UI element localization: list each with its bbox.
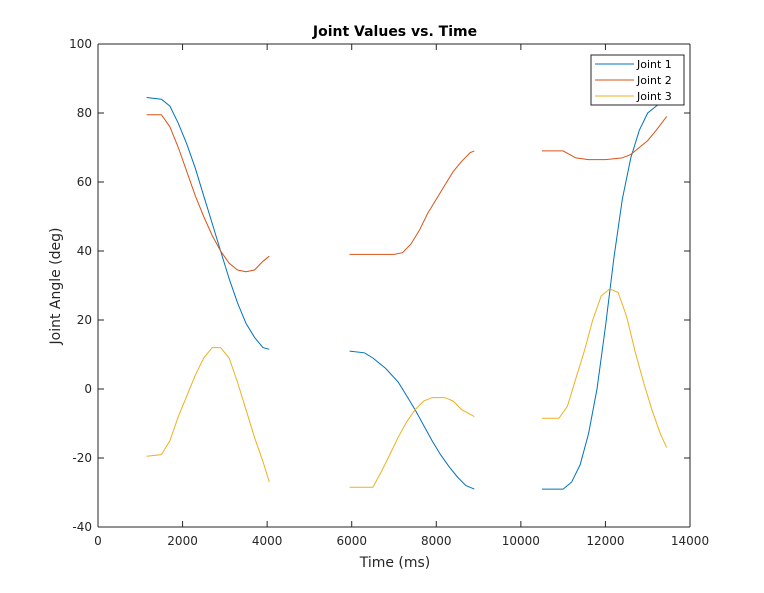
- y-tick-label: -20: [72, 451, 92, 465]
- series-1: [146, 97, 667, 490]
- series-2-segment-2: [349, 150, 475, 255]
- plot-area: [98, 44, 690, 527]
- y-tick-label: 60: [77, 175, 92, 189]
- chart-title: Joint Values vs. Time: [312, 24, 477, 40]
- y-tick-label: 20: [77, 313, 92, 327]
- y-tick-label: 80: [77, 106, 92, 120]
- series-layer: [146, 97, 668, 490]
- x-tick-label: 8000: [421, 534, 452, 548]
- series-2-segment-3: [542, 116, 668, 161]
- x-axis-label: Time (ms): [359, 555, 431, 571]
- x-tick-label: 10000: [502, 534, 540, 548]
- legend-label: Joint 3: [636, 90, 672, 103]
- series-1-segment-3: [542, 98, 667, 490]
- y-tick-label: 0: [84, 382, 92, 396]
- y-axis-label: Joint Angle (deg): [48, 228, 64, 346]
- x-tick-label: 4000: [252, 534, 283, 548]
- legend-label: Joint 1: [636, 58, 672, 71]
- x-tick-label: 14000: [671, 534, 709, 548]
- x-tick-label: 6000: [336, 534, 367, 548]
- y-tick-label: 40: [77, 244, 92, 258]
- x-tick-label: 0: [94, 534, 102, 548]
- x-tick-label: 12000: [586, 534, 624, 548]
- axes: 0 2000 4000 6000 8000 10000 12000 14000 -40 -20 0 2…: [69, 37, 709, 548]
- y-tick-label: -40: [72, 520, 92, 534]
- y-tick-label: 100: [69, 37, 92, 51]
- series-1-segment-1: [146, 97, 270, 350]
- series-2-segment-1: [146, 114, 270, 273]
- x-tick-label: 2000: [167, 534, 198, 548]
- series-2: [146, 114, 668, 273]
- legend: Joint 1 Joint 2 Joint 3: [590, 54, 685, 106]
- series-3-segment-2: [349, 397, 475, 488]
- series-3-segment-3: [542, 288, 668, 448]
- series-3-segment-1: [146, 347, 270, 483]
- series-1-segment-2: [349, 350, 475, 490]
- legend-label: Joint 2: [636, 74, 672, 87]
- series-3: [146, 288, 668, 488]
